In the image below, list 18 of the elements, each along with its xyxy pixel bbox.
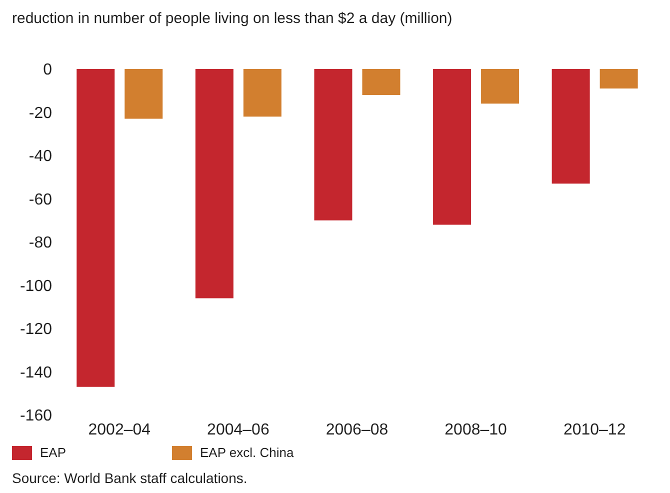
x-tick-label: 2006–08 xyxy=(326,421,388,438)
y-tick-label: -140 xyxy=(20,364,52,382)
x-tick-label: 2010–12 xyxy=(563,421,626,438)
y-tick-label: -20 xyxy=(28,104,52,122)
x-tick-label: 2004–06 xyxy=(207,421,270,438)
x-tick-label: 2008–10 xyxy=(444,421,508,438)
x-tick-label: 2002–04 xyxy=(88,421,151,438)
y-tick-label: -80 xyxy=(28,234,52,252)
legend-label: EAP xyxy=(39,445,68,460)
source-note: Source: World Bank staff calculations. xyxy=(11,470,248,486)
legend-label: EAP excl. China xyxy=(199,445,295,460)
y-tick-label: -120 xyxy=(20,321,52,338)
y-tick-label: -160 xyxy=(20,408,52,425)
chart-title: reduction in number of people living on less than $2 a day (million) xyxy=(11,9,454,27)
y-tick-label: -40 xyxy=(28,148,52,166)
y-tick-label: -100 xyxy=(20,278,52,295)
y-tick-label: 0 xyxy=(43,62,52,79)
y-tick-label: -60 xyxy=(28,191,52,208)
